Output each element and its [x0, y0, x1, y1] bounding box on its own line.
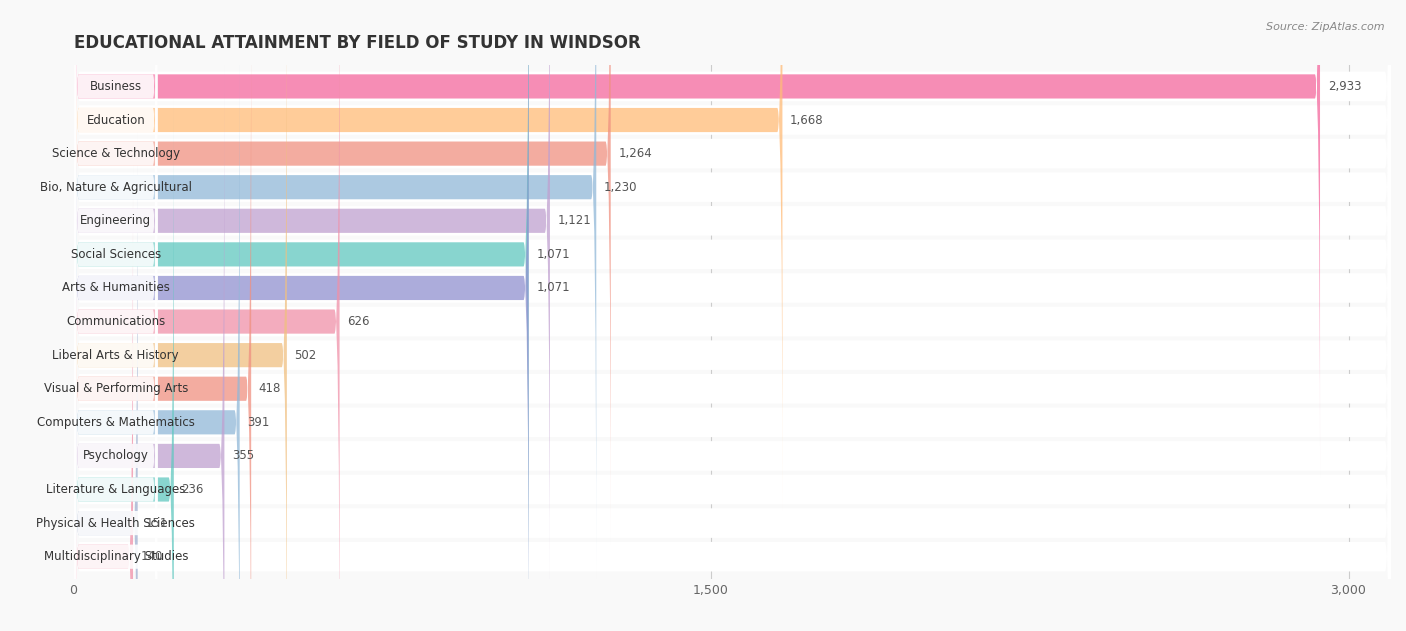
Text: Liberal Arts & History: Liberal Arts & History	[52, 349, 179, 362]
Text: 1,668: 1,668	[790, 114, 824, 127]
Text: 1,071: 1,071	[536, 248, 569, 261]
Text: Computers & Mathematics: Computers & Mathematics	[37, 416, 195, 429]
FancyBboxPatch shape	[75, 0, 157, 612]
FancyBboxPatch shape	[75, 98, 157, 631]
Text: 1,071: 1,071	[536, 281, 569, 295]
FancyBboxPatch shape	[75, 0, 157, 631]
FancyBboxPatch shape	[73, 65, 225, 631]
FancyBboxPatch shape	[75, 0, 157, 511]
Text: 1,264: 1,264	[619, 147, 652, 160]
FancyBboxPatch shape	[73, 0, 252, 631]
FancyBboxPatch shape	[75, 0, 157, 444]
Text: Arts & Humanities: Arts & Humanities	[62, 281, 170, 295]
FancyBboxPatch shape	[75, 166, 157, 631]
Text: 418: 418	[259, 382, 281, 395]
FancyBboxPatch shape	[73, 0, 550, 612]
FancyBboxPatch shape	[73, 132, 138, 631]
Text: Education: Education	[86, 114, 145, 127]
Text: Physical & Health Sciences: Physical & Health Sciences	[37, 517, 195, 529]
FancyBboxPatch shape	[75, 65, 157, 631]
FancyBboxPatch shape	[73, 0, 1391, 631]
FancyBboxPatch shape	[73, 1, 1391, 631]
Text: Multidisciplinary Studies: Multidisciplinary Studies	[44, 550, 188, 563]
FancyBboxPatch shape	[75, 0, 157, 478]
Text: Literature & Languages: Literature & Languages	[46, 483, 186, 496]
Text: 236: 236	[181, 483, 204, 496]
FancyBboxPatch shape	[73, 0, 529, 631]
Text: Communications: Communications	[66, 315, 166, 328]
FancyBboxPatch shape	[73, 34, 1391, 631]
Text: Science & Technology: Science & Technology	[52, 147, 180, 160]
Text: Source: ZipAtlas.com: Source: ZipAtlas.com	[1267, 22, 1385, 32]
Text: 140: 140	[141, 550, 163, 563]
Text: Visual & Performing Arts: Visual & Performing Arts	[44, 382, 188, 395]
Text: 151: 151	[145, 517, 167, 529]
Text: Business: Business	[90, 80, 142, 93]
FancyBboxPatch shape	[73, 98, 174, 631]
FancyBboxPatch shape	[73, 0, 1391, 575]
Text: 1,230: 1,230	[605, 180, 637, 194]
FancyBboxPatch shape	[73, 0, 1391, 609]
FancyBboxPatch shape	[73, 0, 1391, 542]
FancyBboxPatch shape	[73, 166, 134, 631]
Text: Bio, Nature & Agricultural: Bio, Nature & Agricultural	[39, 180, 191, 194]
FancyBboxPatch shape	[73, 32, 239, 631]
FancyBboxPatch shape	[73, 0, 1391, 631]
FancyBboxPatch shape	[75, 0, 157, 578]
Text: 1,121: 1,121	[558, 215, 592, 227]
Text: 391: 391	[247, 416, 270, 429]
Text: EDUCATIONAL ATTAINMENT BY FIELD OF STUDY IN WINDSOR: EDUCATIONAL ATTAINMENT BY FIELD OF STUDY…	[73, 34, 640, 52]
FancyBboxPatch shape	[75, 0, 157, 545]
FancyBboxPatch shape	[73, 0, 596, 578]
FancyBboxPatch shape	[73, 0, 1391, 631]
FancyBboxPatch shape	[73, 0, 287, 631]
FancyBboxPatch shape	[75, 233, 157, 631]
FancyBboxPatch shape	[73, 101, 1391, 631]
FancyBboxPatch shape	[73, 0, 1391, 631]
Text: 626: 626	[347, 315, 370, 328]
FancyBboxPatch shape	[73, 68, 1391, 631]
FancyBboxPatch shape	[73, 0, 1391, 631]
FancyBboxPatch shape	[73, 0, 340, 631]
Text: Psychology: Psychology	[83, 449, 149, 463]
FancyBboxPatch shape	[73, 0, 1320, 478]
FancyBboxPatch shape	[75, 199, 157, 631]
FancyBboxPatch shape	[73, 0, 1391, 631]
FancyBboxPatch shape	[73, 0, 1391, 631]
Text: 355: 355	[232, 449, 254, 463]
FancyBboxPatch shape	[73, 0, 782, 511]
FancyBboxPatch shape	[73, 0, 1391, 631]
FancyBboxPatch shape	[73, 0, 610, 545]
Text: 502: 502	[294, 349, 316, 362]
FancyBboxPatch shape	[75, 32, 157, 631]
Text: 2,933: 2,933	[1327, 80, 1361, 93]
FancyBboxPatch shape	[75, 132, 157, 631]
Text: Engineering: Engineering	[80, 215, 152, 227]
FancyBboxPatch shape	[73, 0, 529, 631]
Text: Social Sciences: Social Sciences	[70, 248, 160, 261]
FancyBboxPatch shape	[75, 0, 157, 410]
